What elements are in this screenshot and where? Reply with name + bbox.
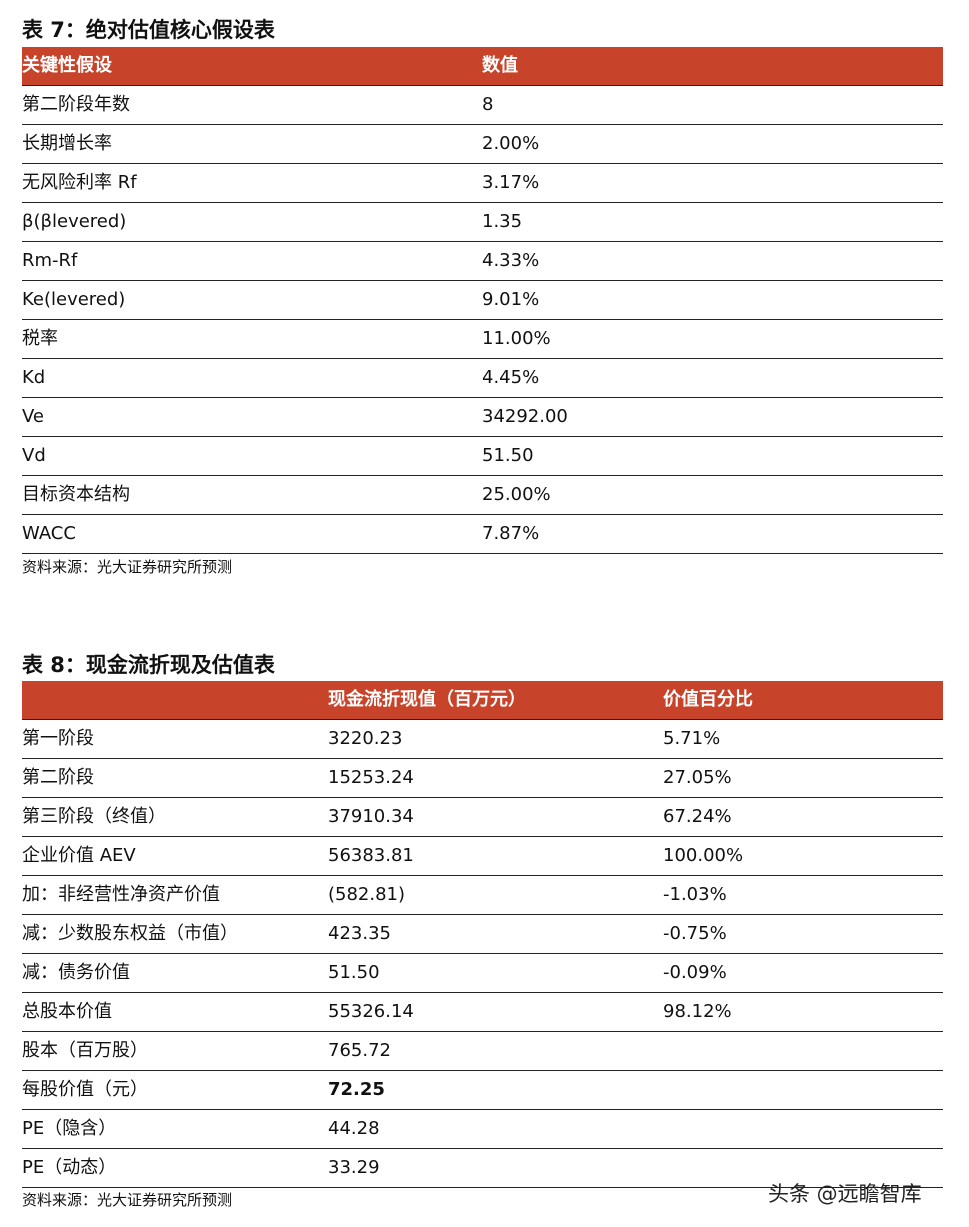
table-row: 股本（百万股） 765.72 [22,1032,943,1071]
cell: 2.00% [482,133,540,154]
cell: 3220.23 [328,728,403,749]
table: 现金流折现值（百万元） 价值百分比第一阶段 3220.23 5.71% 第二阶段 1525… [22,681,943,1188]
cell: 27.05% [663,767,732,788]
table-row: 长期增长率 2.00% [22,125,943,164]
cell: Rm-Rf [22,250,78,271]
cell: 税率 [22,328,58,349]
cell: 100.00% [663,845,744,866]
table-row: Rm-Rf 4.33% [22,242,943,281]
cell: 加：非经营性净资产价值 [22,884,220,905]
table-row: WACC 7.87% [22,515,943,554]
watermark: 头条 @远瞻智库 [768,1182,922,1206]
cell: 减：少数股东权益（市值） [22,923,238,944]
cell: 765.72 [328,1040,391,1061]
cell: PE（隐含） [22,1118,117,1139]
cell: 67.24% [663,806,732,827]
cell: WACC [22,523,76,544]
cell: PE（动态） [22,1157,117,1178]
table-row: 第二阶段 15253.24 27.05% [22,759,943,798]
cell: 总股本价值 [22,1001,112,1022]
cell: 股本（百万股） [22,1040,148,1061]
cell: 34292.00 [482,406,568,427]
cell: -1.03% [663,884,727,905]
cell: -0.09% [663,962,727,983]
table-row: Vd 51.50 [22,437,943,476]
cell: (582.81) [328,884,406,905]
cell: 长期增长率 [22,133,112,154]
cell: 56383.81 [328,845,414,866]
table-row: 加：非经营性净资产价值 (582.81) -1.03% [22,876,943,915]
table-row: 税率 11.00% [22,320,943,359]
header-cell: 数值 [482,55,518,76]
table-row: β(βlevered) 1.35 [22,203,943,242]
header-cell: 关键性假设 [22,55,112,76]
cell: 55326.14 [328,1001,414,1022]
cell: 目标资本结构 [22,484,130,505]
cell: 第二阶段年数 [22,94,130,115]
cell: 8 [482,94,494,115]
cell: 44.28 [328,1118,380,1139]
source-note: 资料来源：光大证券研究所预测 [22,558,233,576]
table-row: 第二阶段年数 8 [22,86,943,125]
table-row: 无风险利率 Rf 3.17% [22,164,943,203]
cell: 每股价值（元） [22,1079,148,1100]
cell: 25.00% [482,484,551,505]
table-row: 每股价值（元） 72.25 [22,1071,943,1110]
cell: 9.01% [482,289,540,310]
table-row: 第一阶段 3220.23 5.71% [22,720,943,759]
cell: 98.12% [663,1001,732,1022]
cell: 第二阶段 [22,767,94,788]
table-row: PE（动态） 33.29 [22,1149,943,1188]
table: 关键性假设 数值第二阶段年数 8 长期增长率 2.00% 无风险利率 Rf 3.17% β(β… [22,47,943,554]
table-row: 第三阶段（终值） 37910.34 67.24% [22,798,943,837]
table-row: Ke(levered) 9.01% [22,281,943,320]
cell: 3.17% [482,172,540,193]
cell: 37910.34 [328,806,414,827]
cell: 51.50 [328,962,380,983]
table-title: 表 8：现金流折现及估值表 [22,653,275,677]
table-row: 减：债务价值 51.50 -0.09% [22,954,943,993]
cell: Ke(levered) [22,289,126,310]
table-row: 企业价值 AEV 56383.81 100.00% [22,837,943,876]
cell: 33.29 [328,1157,380,1178]
table-row: Ve 34292.00 [22,398,943,437]
cell: 72.25 [328,1079,385,1100]
cell: 15253.24 [328,767,414,788]
table-row: PE（隐含） 44.28 [22,1110,943,1149]
cell: 4.33% [482,250,540,271]
cell: 51.50 [482,445,534,466]
header-cell: 现金流折现值（百万元） [328,689,526,710]
cell: 减：债务价值 [22,962,130,983]
source-note: 资料来源：光大证券研究所预测 [22,1191,233,1209]
header-row: 现金流折现值（百万元） 价值百分比 [22,681,943,720]
cell: 第三阶段（终值） [22,806,166,827]
cell: 11.00% [482,328,551,349]
header-row: 关键性假设 数值 [22,47,943,86]
header-cell: 价值百分比 [663,689,753,710]
cell: 无风险利率 Rf [22,172,137,193]
cell: Kd [22,367,46,388]
cell: β(βlevered) [22,211,127,232]
cell: -0.75% [663,923,727,944]
cell: 423.35 [328,923,391,944]
table-row: 总股本价值 55326.14 98.12% [22,993,943,1032]
table-row: 目标资本结构 25.00% [22,476,943,515]
table-row: 减：少数股东权益（市值） 423.35 -0.75% [22,915,943,954]
cell: Vd [22,445,46,466]
cell: 企业价值 AEV [22,845,136,866]
table-row: Kd 4.45% [22,359,943,398]
table-title: 表 7：绝对估值核心假设表 [22,18,275,42]
cell: 4.45% [482,367,540,388]
cell: 1.35 [482,211,523,232]
cell: Ve [22,406,44,427]
cell: 第一阶段 [22,728,94,749]
cell: 7.87% [482,523,540,544]
cell: 5.71% [663,728,721,749]
